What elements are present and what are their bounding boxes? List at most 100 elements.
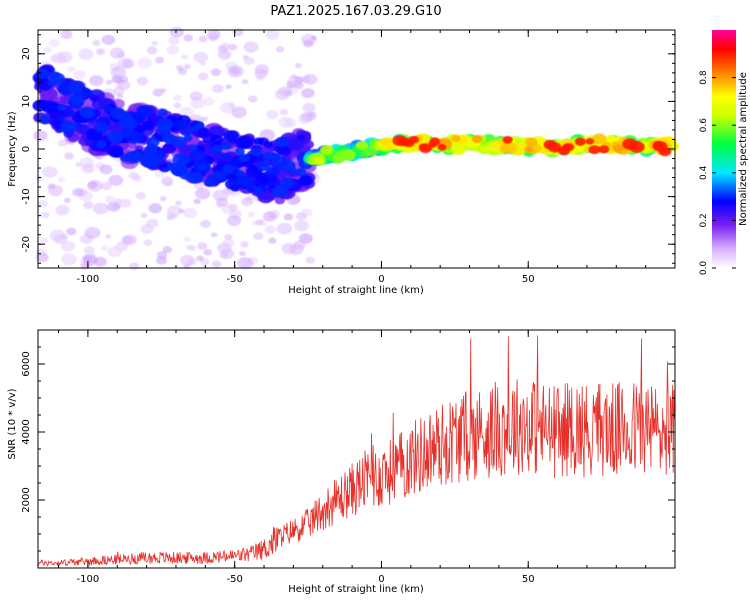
spectrogram-cell [303,73,318,85]
spectrogram-cell [42,166,58,178]
spectrogram-cell [92,202,109,215]
spectrogram-y-tick-label: 0 [21,146,32,152]
spectrogram-cell [172,153,190,167]
spectrogram-cell [79,106,96,119]
spectrogram-cell [303,39,314,48]
spectrogram-cell [57,104,66,112]
spectrogram-cell [198,72,209,81]
spectrogram-cell [158,123,172,133]
spectrogram-cell [203,249,213,256]
spectrogram-cell [275,137,290,148]
snr-x-tick-label: -100 [77,574,100,585]
colorbar-tick-label: 0.6 [699,118,709,133]
spectrogram-cell [356,140,369,150]
spectrogram-cell [180,54,189,60]
spectrogram-cell [265,166,280,178]
spectrogram-cell [255,219,264,226]
snr-x-ticks: -100 -50 0 50 [58,330,676,585]
snr-y-tick-label: 6000 [21,351,32,376]
spectrogram-cell [221,164,235,175]
spectrogram-cell [524,146,534,153]
spectrogram-cell [140,213,148,219]
colorbar-label: Normalized spectral amplitude [738,72,749,226]
spectrogram-cell [195,121,205,129]
spectrogram-cell [240,241,249,248]
colorbar-tick-label: 0.8 [699,70,709,85]
spectrogram-cell [183,34,194,42]
spectrogram-cell [275,144,290,155]
spectrogram-cell [71,96,85,107]
snr-y-tick-label: 4000 [21,419,32,444]
spectrogram-cell [57,114,66,122]
spectrogram-cell [89,75,104,86]
spectrogram-cell [66,109,76,117]
spectrogram-cell [320,144,334,156]
spectrogram-cell [109,107,126,120]
spectrogram-cell [84,226,101,239]
spectrogram-cell [266,179,275,187]
spectrogram-cell [429,137,441,146]
spectrogram-cell [250,147,263,157]
spectrogram-cell [136,105,151,116]
spectrogram-cell [286,166,297,174]
spectrogram-cell [294,82,304,90]
spectrogram-cell [57,139,68,147]
spectrogram-cell [294,62,302,69]
spectrogram-cell [177,120,190,130]
spectrogram-cell [179,254,195,267]
spectrogram-cell [136,76,149,86]
spectrogram-cell [119,116,136,128]
spectrogram-cell [203,97,215,106]
spectrogram-cell [82,254,98,266]
spectrogram-cell [184,128,193,136]
spectrogram-cell [563,143,575,152]
spectrogram-cell [96,48,105,55]
spectrogram-cell [300,111,314,122]
spectrogram-cell [253,186,264,195]
snr-y-axis-label: SNR (10 * v/v) [7,388,18,459]
spectrogram-cell [119,198,132,208]
spectrogram-cell [105,195,115,204]
spectrogram-cell [484,144,494,152]
spectrogram-cell [129,262,140,270]
snr-x-tick-label: -50 [227,574,243,585]
spectrogram-cell [298,175,313,186]
snr-y-ticks: 2000 4000 6000 [21,329,675,569]
spectrogram-cell [211,170,227,182]
spectrogram-cell [121,58,135,69]
spectrogram-cell [73,70,86,80]
spectrogram-cell [235,170,245,178]
spectrogram-y-tick-label: 10 [21,95,32,108]
spectrogram-cell [166,45,180,55]
spectrogram-cell [47,183,56,190]
spectrogram-cell [96,140,107,149]
spectrogram-cell [243,41,259,53]
spectrogram-cell [172,94,182,102]
spectrogram-cell [193,181,205,190]
spectrogram-cell [92,39,101,47]
spectrogram-cell [225,84,232,90]
spectrogram-cell [296,134,306,141]
snr-series-line [37,335,675,567]
colorbar-ticks: 0.0 0.2 0.4 0.6 0.8 [699,70,736,275]
spectrogram-cell [264,225,277,234]
snr-panel: -100 -50 0 50 2000 4000 6000 Height of straig… [7,329,676,595]
spectrogram-cell [217,45,228,54]
spectrogram-cell [295,168,307,177]
spectrogram-cell [254,64,270,75]
spectrogram-cell [314,157,326,166]
spectrogram-cell [196,255,204,262]
spectrogram-cell [141,154,160,169]
spectrogram-cell [81,89,93,98]
spectrogram-cell [263,141,273,149]
spectrogram-cell [211,151,227,163]
spectrogram-cell [41,91,54,101]
spectrogram-cell [188,244,197,251]
spectrogram-cell [302,102,316,113]
spectrogram-cell [247,95,258,103]
spectrogram-cell [155,56,165,64]
spectrogram-cell [224,233,233,241]
spectrogram-cell [451,144,466,156]
spectrogram-cell [211,260,222,268]
